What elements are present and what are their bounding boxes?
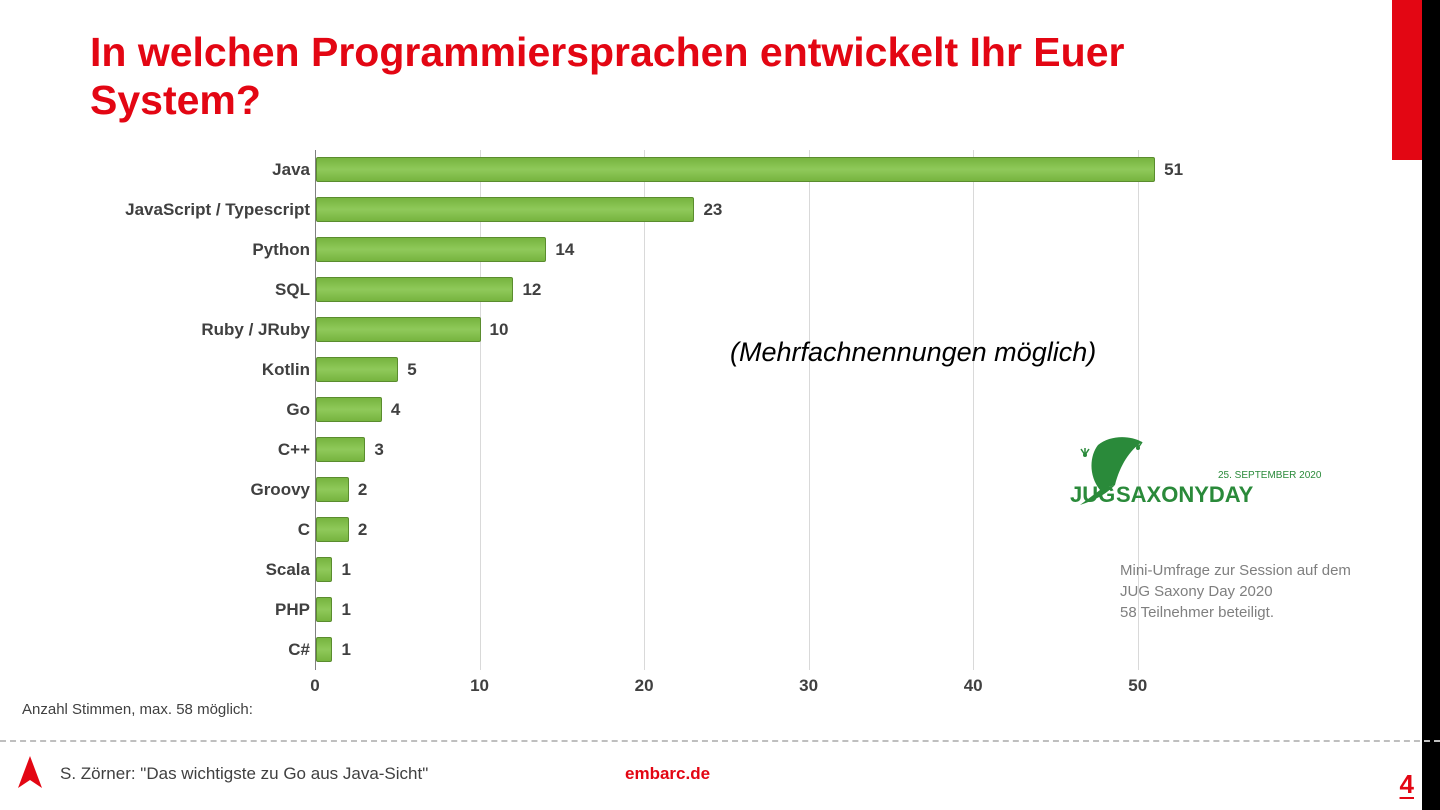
footer-author: S. Zörner: "Das wichtigste zu Go aus Jav…: [60, 764, 428, 784]
x-tick-label: 0: [310, 676, 319, 696]
footer: S. Zörner: "Das wichtigste zu Go aus Jav…: [0, 740, 1440, 810]
bar: [316, 357, 398, 382]
side-tab-red: [1392, 0, 1422, 160]
bar-value-label: 1: [341, 640, 350, 660]
grid-line: [644, 150, 645, 670]
bar-value-label: 5: [407, 360, 416, 380]
bar-value-label: 23: [703, 200, 722, 220]
y-axis-label: C: [60, 520, 310, 540]
event-logo: JUG SAXONYDAY 25. SEPTEMBER 2020: [1070, 430, 1380, 535]
y-axis-label: PHP: [60, 600, 310, 620]
grid-line: [809, 150, 810, 670]
bar: [316, 557, 332, 582]
svg-text:JUG: JUG: [1070, 482, 1115, 507]
y-axis-label: Go: [60, 400, 310, 420]
jug-saxony-logo-icon: JUG SAXONYDAY 25. SEPTEMBER 2020: [1070, 430, 1340, 530]
y-axis-label: Java: [60, 160, 310, 180]
bar-chart: Java JavaScript / Typescript Python SQL Ruby…: [55, 150, 1225, 730]
embarc-logo-icon: [12, 754, 48, 790]
bar-value-label: 14: [555, 240, 574, 260]
y-axis-label: SQL: [60, 280, 310, 300]
y-axis-label: Groovy: [60, 480, 310, 500]
x-axis-label: Anzahl Stimmen, max. 58 möglich:: [22, 701, 253, 718]
svg-text:SAXONYDAY: SAXONYDAY: [1116, 482, 1254, 507]
y-axis-label: C++: [60, 440, 310, 460]
x-tick-label: 50: [1128, 676, 1147, 696]
y-axis-label: Python: [60, 240, 310, 260]
grid-line: [480, 150, 481, 670]
bar-value-label: 12: [522, 280, 541, 300]
x-tick-label: 30: [799, 676, 818, 696]
bar: [316, 437, 365, 462]
bar-value-label: 2: [358, 480, 367, 500]
y-axis-label: Scala: [60, 560, 310, 580]
svg-text:25. SEPTEMBER 2020: 25. SEPTEMBER 2020: [1218, 470, 1322, 481]
chart-note: (Mehrfachnennungen möglich): [730, 337, 1096, 368]
side-strip-black: [1422, 0, 1440, 810]
footer-site: embarc.de: [625, 764, 710, 784]
x-tick-label: 40: [964, 676, 983, 696]
x-tick-label: 20: [635, 676, 654, 696]
slide: In welchen Programmiersprachen entwickel…: [0, 0, 1440, 810]
page-title: In welchen Programmiersprachen entwickel…: [90, 28, 1270, 125]
bar: [316, 517, 349, 542]
bar: [316, 597, 332, 622]
bar: [316, 477, 349, 502]
bar-value-label: 2: [358, 520, 367, 540]
y-axis-label: C#: [60, 640, 310, 660]
bar: [316, 237, 546, 262]
bar: [316, 317, 481, 342]
y-axis-label: JavaScript / Typescript: [60, 200, 310, 220]
bar: [316, 397, 382, 422]
page-number: 4: [1400, 769, 1414, 800]
grid-line: [973, 150, 974, 670]
y-axis-label: Ruby / JRuby: [60, 320, 310, 340]
bar-value-label: 1: [341, 600, 350, 620]
bar: [316, 637, 332, 662]
bar: [316, 157, 1155, 182]
bar-value-label: 4: [391, 400, 400, 420]
survey-footnote: Mini-Umfrage zur Session auf dem JUG Sax…: [1120, 560, 1380, 623]
bar-value-label: 1: [341, 560, 350, 580]
bar: [316, 277, 513, 302]
x-tick-label: 10: [470, 676, 489, 696]
bar: [316, 197, 694, 222]
y-axis-label: Kotlin: [60, 360, 310, 380]
bar-value-label: 51: [1164, 160, 1183, 180]
bar-value-label: 3: [374, 440, 383, 460]
bar-value-label: 10: [490, 320, 509, 340]
